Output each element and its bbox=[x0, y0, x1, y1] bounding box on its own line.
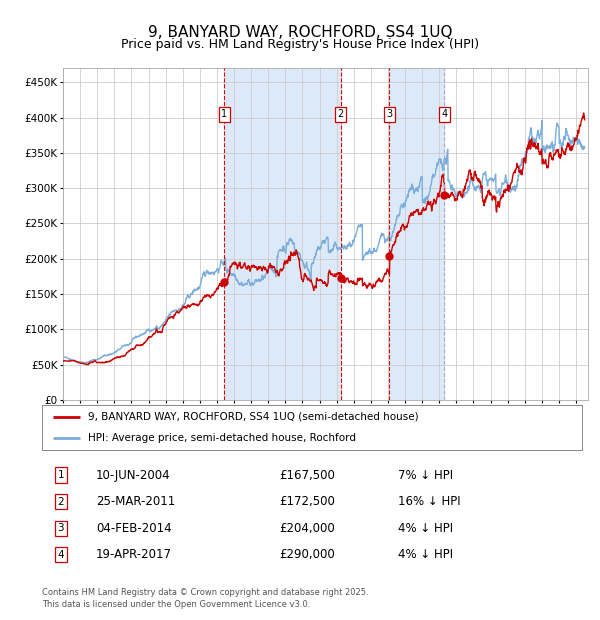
Text: 7% ↓ HPI: 7% ↓ HPI bbox=[398, 469, 454, 482]
Text: 9, BANYARD WAY, ROCHFORD, SS4 1UQ (semi-detached house): 9, BANYARD WAY, ROCHFORD, SS4 1UQ (semi-… bbox=[88, 412, 419, 422]
Text: 3: 3 bbox=[58, 523, 64, 533]
Text: 1: 1 bbox=[221, 109, 227, 119]
Text: This data is licensed under the Open Government Licence v3.0.: This data is licensed under the Open Gov… bbox=[42, 600, 310, 609]
Text: Contains HM Land Registry data © Crown copyright and database right 2025.: Contains HM Land Registry data © Crown c… bbox=[42, 588, 368, 597]
Text: 4: 4 bbox=[441, 109, 448, 119]
Bar bbox=[389, 68, 445, 400]
Text: 2: 2 bbox=[58, 497, 64, 507]
Text: £172,500: £172,500 bbox=[280, 495, 335, 508]
Text: 19-APR-2017: 19-APR-2017 bbox=[96, 548, 172, 561]
Text: 9, BANYARD WAY, ROCHFORD, SS4 1UQ: 9, BANYARD WAY, ROCHFORD, SS4 1UQ bbox=[148, 25, 452, 40]
Text: £204,000: £204,000 bbox=[280, 522, 335, 535]
Text: Price paid vs. HM Land Registry's House Price Index (HPI): Price paid vs. HM Land Registry's House … bbox=[121, 38, 479, 51]
Text: 16% ↓ HPI: 16% ↓ HPI bbox=[398, 495, 461, 508]
Text: £290,000: £290,000 bbox=[280, 548, 335, 561]
Text: 4: 4 bbox=[58, 550, 64, 560]
Text: £167,500: £167,500 bbox=[280, 469, 335, 482]
Text: 4% ↓ HPI: 4% ↓ HPI bbox=[398, 522, 454, 535]
Text: 1: 1 bbox=[58, 470, 64, 480]
Text: 10-JUN-2004: 10-JUN-2004 bbox=[96, 469, 170, 482]
Bar bbox=[224, 68, 341, 400]
Text: 25-MAR-2011: 25-MAR-2011 bbox=[96, 495, 175, 508]
Text: 3: 3 bbox=[386, 109, 392, 119]
Text: 04-FEB-2014: 04-FEB-2014 bbox=[96, 522, 172, 535]
Text: 4% ↓ HPI: 4% ↓ HPI bbox=[398, 548, 454, 561]
Text: 2: 2 bbox=[337, 109, 344, 119]
Text: HPI: Average price, semi-detached house, Rochford: HPI: Average price, semi-detached house,… bbox=[88, 433, 356, 443]
